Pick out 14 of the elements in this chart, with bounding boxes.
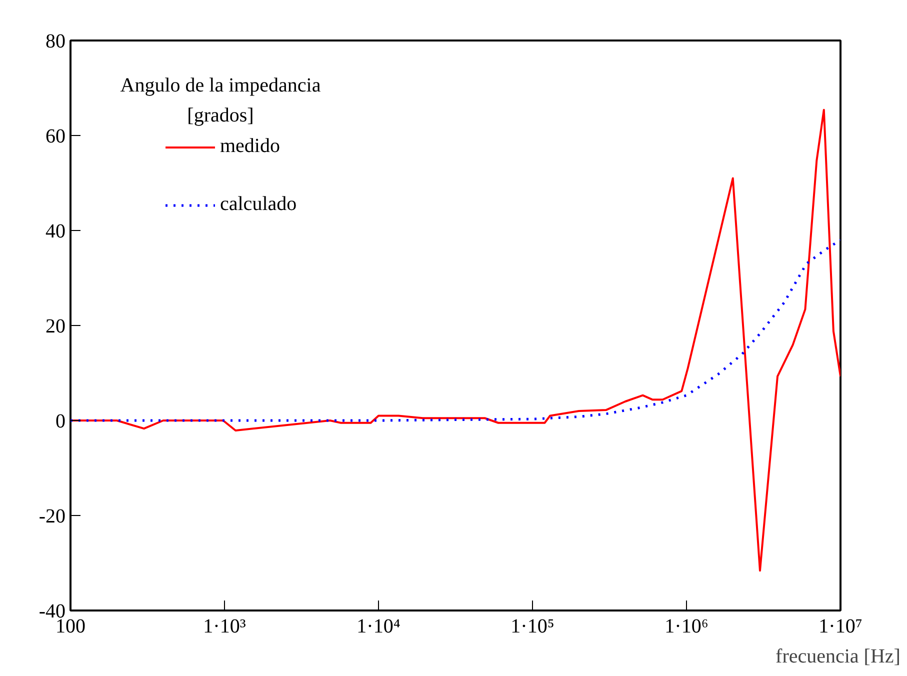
y-tick-label: -20: [38, 506, 66, 528]
x-tick-label: 1·10⁵: [510, 616, 554, 638]
y-tick-label: 80: [46, 30, 66, 52]
legend-label: medido: [220, 135, 280, 158]
y-tick-label: 20: [46, 316, 66, 338]
y-tick-label: 60: [46, 126, 66, 148]
x-tick-label: 1·10³: [203, 616, 246, 638]
legend-label: calculado: [220, 193, 297, 216]
x-axis-title: frecuencia [Hz]: [776, 646, 900, 668]
y-tick-label: 0: [56, 410, 66, 432]
x-tick-label: 1·10⁶: [664, 616, 708, 638]
x-tick-label: 1·10⁷: [818, 616, 862, 638]
y-tick-label: 40: [46, 220, 66, 242]
x-tick-label: 1·10⁴: [356, 616, 400, 638]
